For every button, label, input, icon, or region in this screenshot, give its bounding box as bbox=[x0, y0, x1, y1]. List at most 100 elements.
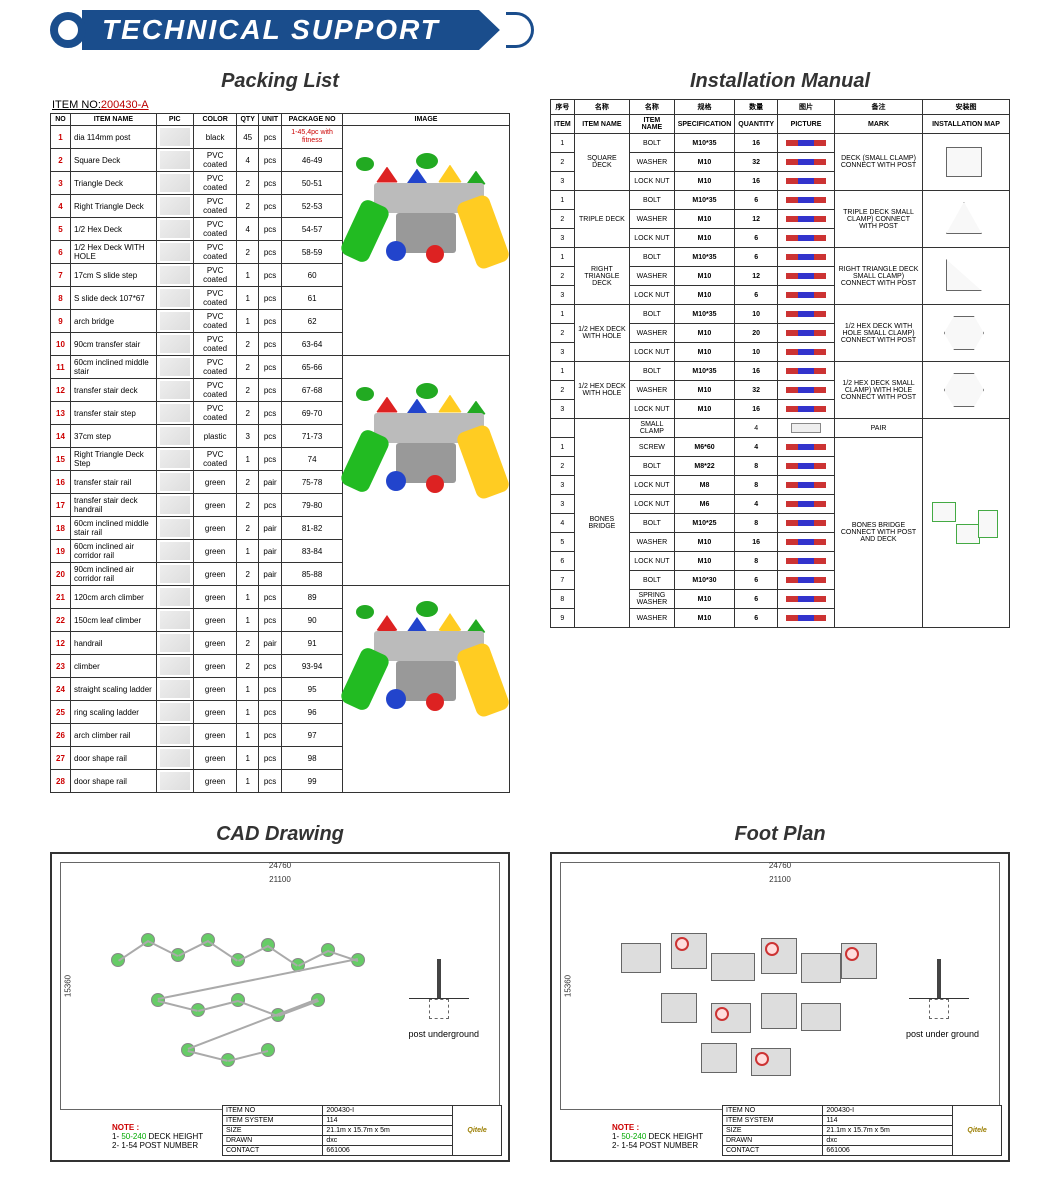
part-thumbnail-icon bbox=[160, 243, 190, 261]
header-arc-icon bbox=[506, 12, 534, 48]
part-thumbnail-icon bbox=[160, 680, 190, 698]
cad-note: NOTE : 1- 50-240 DECK HEIGHT 2- 1-54 POS… bbox=[112, 1123, 203, 1150]
hardware-icon bbox=[781, 136, 831, 150]
post-underground-label: post underground bbox=[408, 1029, 479, 1039]
playground-image bbox=[346, 381, 506, 561]
part-thumbnail-icon bbox=[160, 220, 190, 238]
packing-header: COLOR bbox=[193, 114, 237, 126]
foot-plan-area bbox=[591, 893, 909, 1079]
playground-image bbox=[346, 599, 506, 779]
hardware-icon bbox=[781, 402, 831, 416]
post-underground-icon bbox=[409, 959, 469, 1019]
packing-title: Packing List bbox=[50, 70, 510, 93]
part-thumbnail-icon bbox=[160, 565, 190, 583]
part-thumbnail-icon bbox=[160, 312, 190, 330]
part-thumbnail-icon bbox=[160, 358, 190, 376]
foot-deck bbox=[711, 953, 755, 981]
install-row: 1TRIPLE DECKBOLTM10*356TRIPLE DECK SMALL… bbox=[551, 191, 1010, 210]
install-row: 1RIGHT TRIANGLE DECKBOLTM10*356RIGHT TRI… bbox=[551, 248, 1010, 267]
hardware-icon bbox=[781, 554, 831, 568]
packing-header: IMAGE bbox=[342, 114, 509, 126]
foot-deck bbox=[801, 1003, 841, 1031]
part-thumbnail-icon bbox=[160, 726, 190, 744]
install-title: Installation Manual bbox=[550, 70, 1010, 93]
part-thumbnail-icon bbox=[160, 151, 190, 169]
part-thumbnail-icon bbox=[160, 266, 190, 284]
hardware-icon bbox=[781, 364, 831, 378]
part-thumbnail-icon bbox=[160, 174, 190, 192]
part-thumbnail-icon bbox=[160, 749, 190, 767]
hardware-icon bbox=[781, 478, 831, 492]
install-header-cn: 名称 bbox=[574, 100, 629, 115]
packing-header: QTY bbox=[237, 114, 258, 126]
panel-foot: Foot Plan 24760 21100 15360 post under g… bbox=[550, 823, 1010, 1162]
content-grid: Packing List ITEM NO:200430-A NOITEM NAM… bbox=[0, 70, 1060, 1192]
hardware-icon bbox=[781, 535, 831, 549]
hardware-icon bbox=[781, 174, 831, 188]
foot-deck bbox=[661, 993, 697, 1023]
foot-deck bbox=[701, 1043, 737, 1073]
hardware-icon bbox=[781, 307, 831, 321]
part-thumbnail-icon bbox=[160, 634, 190, 652]
install-header-cn: 数量 bbox=[735, 100, 778, 115]
part-thumbnail-icon bbox=[160, 289, 190, 307]
install-header-en: QUANTITY bbox=[735, 115, 778, 134]
cad-drawing: 24760 21100 15360 post underground NOTE … bbox=[50, 852, 510, 1162]
packing-row: 1dia 114mm postblack45pcs1-45,4pc with f… bbox=[51, 126, 510, 149]
foot-post-underground-icon bbox=[909, 959, 969, 1019]
part-thumbnail-icon bbox=[160, 197, 190, 215]
header-title: TECHNICAL SUPPORT bbox=[82, 10, 500, 50]
pair-icon bbox=[781, 421, 831, 435]
part-thumbnail-icon bbox=[160, 611, 190, 629]
panel-packing-list: Packing List ITEM NO:200430-A NOITEM NAM… bbox=[50, 70, 510, 793]
hardware-icon bbox=[781, 288, 831, 302]
foot-post-node bbox=[715, 1007, 729, 1021]
panel-installation: Installation Manual 序号名称名称规格数量图片备注安装图 IT… bbox=[550, 70, 1010, 793]
install-table: 序号名称名称规格数量图片备注安装图 ITEMITEM NAMEITEM NAME… bbox=[550, 99, 1010, 628]
hardware-icon bbox=[781, 212, 831, 226]
part-thumbnail-icon bbox=[160, 542, 190, 560]
cad-dim-width2: 21100 bbox=[269, 875, 291, 884]
packing-header: ITEM NAME bbox=[71, 114, 157, 126]
foot-post-node bbox=[845, 947, 859, 961]
foot-deck bbox=[761, 993, 797, 1029]
hardware-icon bbox=[781, 592, 831, 606]
packing-header: UNIT bbox=[258, 114, 281, 126]
install-header-en: MARK bbox=[835, 115, 923, 134]
part-thumbnail-icon bbox=[160, 772, 190, 790]
cad-title: CAD Drawing bbox=[50, 823, 510, 846]
part-thumbnail-icon bbox=[160, 473, 190, 491]
part-thumbnail-icon bbox=[160, 128, 190, 146]
header-bar: TECHNICAL SUPPORT bbox=[50, 10, 1060, 50]
packing-row: 21120cm arch climbergreen1pcs89 bbox=[51, 586, 510, 609]
install-row: 11/2 HEX DECK WITH HOLEBOLTM10*35101/2 H… bbox=[551, 305, 1010, 324]
install-header-cn: 规格 bbox=[674, 100, 735, 115]
install-header-en: ITEM NAME bbox=[574, 115, 629, 134]
packing-header: PACKAGE NO bbox=[282, 114, 343, 126]
foot-dim-width: 24760 bbox=[769, 861, 791, 870]
cad-title-block: ITEM NO200430-IQitele ITEM SYSTEM114 SIZ… bbox=[222, 1105, 502, 1156]
hardware-icon bbox=[781, 155, 831, 169]
packing-header: PIC bbox=[156, 114, 193, 126]
part-thumbnail-icon bbox=[160, 519, 190, 537]
part-thumbnail-icon bbox=[160, 404, 190, 422]
hardware-icon bbox=[781, 231, 831, 245]
install-header-cn: 图片 bbox=[778, 100, 835, 115]
hardware-icon bbox=[781, 611, 831, 625]
packing-table: NOITEM NAMEPICCOLORQTYUNITPACKAGE NOIMAG… bbox=[50, 113, 510, 793]
install-row: 1SQUARE DECKBOLTM10*3516DECK (SMALL CLAM… bbox=[551, 134, 1010, 153]
hardware-icon bbox=[781, 250, 831, 264]
foot-post-node bbox=[675, 937, 689, 951]
foot-post-underground-label: post under ground bbox=[906, 1029, 979, 1039]
part-thumbnail-icon bbox=[160, 703, 190, 721]
part-thumbnail-icon bbox=[160, 335, 190, 353]
part-thumbnail-icon bbox=[160, 496, 190, 514]
foot-dim-width2: 21100 bbox=[769, 875, 791, 884]
foot-deck bbox=[621, 943, 661, 973]
item-no-label: ITEM NO:200430-A bbox=[52, 99, 510, 111]
foot-post-node bbox=[765, 942, 779, 956]
install-row: 11/2 HEX DECK WITH HOLEBOLTM10*35161/2 H… bbox=[551, 362, 1010, 381]
foot-dim-height: 15360 bbox=[564, 975, 573, 997]
cad-plan bbox=[91, 893, 409, 1079]
hardware-icon bbox=[781, 497, 831, 511]
